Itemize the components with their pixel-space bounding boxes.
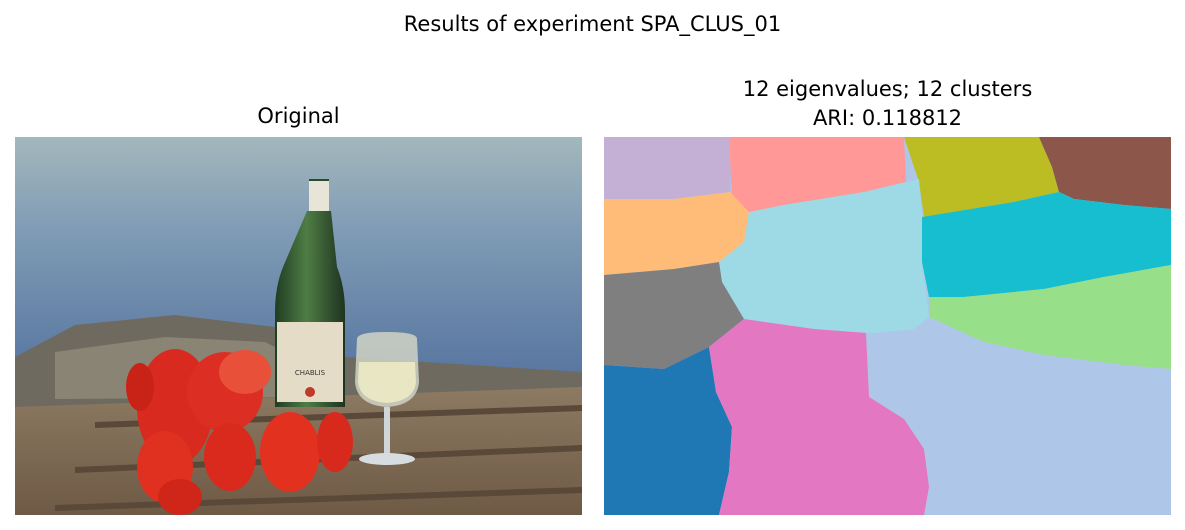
- cluster-region: [604, 262, 744, 369]
- bottle-label-text: CHABLIS: [295, 369, 326, 377]
- cluster-panel-title-line1: 12 eigenvalues; 12 clusters: [742, 77, 1033, 101]
- original-image-drawing: CHABLIS: [15, 137, 582, 515]
- cluster-region: [904, 137, 1059, 217]
- cluster-region: [929, 265, 1171, 369]
- cluster-region: [604, 192, 749, 275]
- wine-glass: [355, 332, 419, 465]
- cluster-panel-title: 12 eigenvalues; 12 clusters ARI: 0.11881…: [604, 75, 1171, 133]
- cluster-region: [604, 347, 732, 515]
- cluster-region: [604, 137, 732, 199]
- wine-bottle: CHABLIS: [275, 179, 345, 407]
- cluster-map-drawing: [604, 137, 1171, 515]
- cluster-region: [729, 137, 906, 212]
- original-image: CHABLIS: [15, 137, 582, 515]
- cluster-map: [604, 137, 1171, 515]
- cluster-region: [1039, 137, 1171, 209]
- cluster-region: [922, 192, 1171, 297]
- cluster-region: [709, 319, 929, 515]
- original-panel-title: Original: [257, 104, 340, 128]
- cluster-region: [719, 179, 929, 333]
- cluster-panel-title-line2: ARI: 0.118812: [812, 106, 963, 130]
- lobsters: [126, 349, 353, 515]
- figure-suptitle: Results of experiment SPA_CLUS_01: [403, 12, 782, 36]
